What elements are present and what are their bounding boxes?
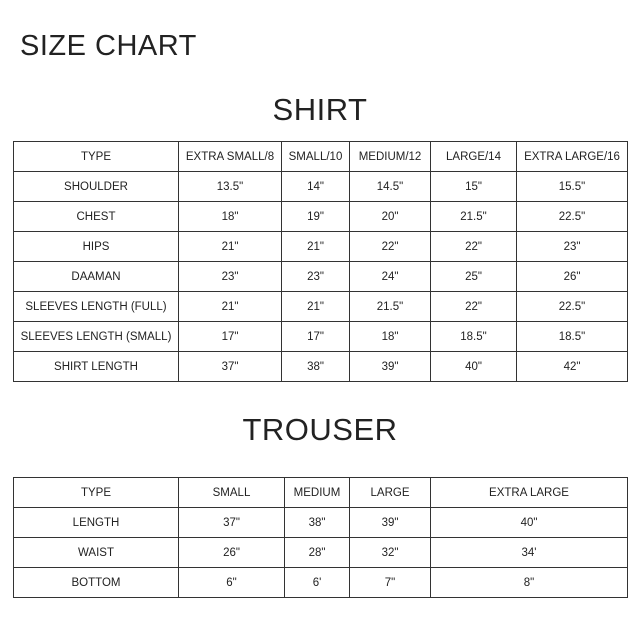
table-cell: 19": [281, 201, 350, 232]
table-cell: 23": [281, 261, 350, 292]
table-cell: 18.5": [516, 321, 628, 352]
table-cell: 13.5": [178, 171, 282, 202]
column-header: EXTRA SMALL/8: [178, 141, 282, 172]
table-cell: 25": [430, 261, 517, 292]
table-cell: 7": [349, 567, 431, 598]
table-cell: 38": [284, 507, 350, 538]
column-header: LARGE: [349, 477, 431, 508]
table-cell: 18": [178, 201, 282, 232]
table-cell: 21": [178, 291, 282, 322]
table-cell: 22.5": [516, 201, 628, 232]
table-cell: 23": [516, 231, 628, 262]
table-row: BOTTOM 6" 6' 7" 8": [13, 567, 628, 598]
table-row: DAAMAN 23" 23" 24" 25" 26": [13, 261, 628, 292]
table-cell: 26": [178, 537, 285, 568]
table-cell: 37": [178, 507, 285, 538]
table-cell: 6': [284, 567, 350, 598]
table-row: HIPS 21" 21" 22" 22" 23": [13, 231, 628, 262]
row-label: SLEEVES LENGTH (SMALL): [13, 321, 179, 352]
row-label: DAAMAN: [13, 261, 179, 292]
table-cell: 21.5": [349, 291, 431, 322]
column-header: MEDIUM/12: [349, 141, 431, 172]
page-title: SIZE CHART: [20, 30, 197, 62]
table-cell: 22": [430, 291, 517, 322]
table-cell: 32": [349, 537, 431, 568]
table-cell: 21.5": [430, 201, 517, 232]
table-cell: 21": [281, 291, 350, 322]
table-cell: 39": [349, 351, 431, 382]
row-label: CHEST: [13, 201, 179, 232]
row-label: WAIST: [13, 537, 179, 568]
table-cell: 22.5": [516, 291, 628, 322]
table-cell: 15": [430, 171, 517, 202]
table-cell: 34': [430, 537, 628, 568]
table-cell: 18": [349, 321, 431, 352]
table-cell: 23": [178, 261, 282, 292]
table-row: WAIST 26" 28" 32" 34': [13, 537, 628, 568]
column-header: EXTRA LARGE/16: [516, 141, 628, 172]
table-cell: 22": [349, 231, 431, 262]
column-header: TYPE: [13, 141, 179, 172]
column-header: TYPE: [13, 477, 179, 508]
column-header: EXTRA LARGE: [430, 477, 628, 508]
row-label: BOTTOM: [13, 567, 179, 598]
row-label: LENGTH: [13, 507, 179, 538]
table-cell: 26": [516, 261, 628, 292]
table-cell: 21": [281, 231, 350, 262]
table-cell: 18.5": [430, 321, 517, 352]
shirt-size-table: TYPE EXTRA SMALL/8 SMALL/10 MEDIUM/12 LARGE/…: [13, 141, 628, 382]
table-cell: 38": [281, 351, 350, 382]
column-header: MEDIUM: [284, 477, 350, 508]
row-label: SHIRT LENGTH: [13, 351, 179, 382]
row-label: HIPS: [13, 231, 179, 262]
table-cell: 22": [430, 231, 517, 262]
table-cell: 17": [178, 321, 282, 352]
row-label: SHOULDER: [13, 171, 179, 202]
table-cell: 28": [284, 537, 350, 568]
table-row: SLEEVES LENGTH (FULL) 21" 21" 21.5" 22" 22.5": [13, 291, 628, 322]
table-row: SLEEVES LENGTH (SMALL) 17" 17" 18" 18.5" 18.5…: [13, 321, 628, 352]
table-cell: 17": [281, 321, 350, 352]
table-cell: 8": [430, 567, 628, 598]
table-row: SHOULDER 13.5" 14" 14.5" 15" 15.5": [13, 171, 628, 202]
table-cell: 6": [178, 567, 285, 598]
table-cell: 14.5": [349, 171, 431, 202]
header-row: TYPE SMALL MEDIUM LARGE EXTRA LARGE: [13, 477, 628, 508]
row-label: SLEEVES LENGTH (FULL): [13, 291, 179, 322]
table-cell: 15.5": [516, 171, 628, 202]
table-cell: 42": [516, 351, 628, 382]
column-header: SMALL/10: [281, 141, 350, 172]
trouser-size-table: TYPE SMALL MEDIUM LARGE EXTRA LARGE LENGTH 37"…: [13, 477, 628, 598]
table-row: SHIRT LENGTH 37" 38" 39" 40" 42": [13, 351, 628, 382]
table-cell: 20": [349, 201, 431, 232]
table-cell: 14": [281, 171, 350, 202]
trouser-heading: TROUSER: [242, 412, 398, 447]
header-row: TYPE EXTRA SMALL/8 SMALL/10 MEDIUM/12 LARGE/…: [13, 141, 628, 172]
column-header: SMALL: [178, 477, 285, 508]
table-cell: 37": [178, 351, 282, 382]
shirt-heading: SHIRT: [272, 92, 368, 127]
table-cell: 40": [430, 351, 517, 382]
table-cell: 24": [349, 261, 431, 292]
table-row: CHEST 18" 19" 20" 21.5" 22.5": [13, 201, 628, 232]
column-header: LARGE/14: [430, 141, 517, 172]
table-cell: 40": [430, 507, 628, 538]
table-row: LENGTH 37" 38" 39" 40": [13, 507, 628, 538]
table-cell: 39": [349, 507, 431, 538]
table-cell: 21": [178, 231, 282, 262]
